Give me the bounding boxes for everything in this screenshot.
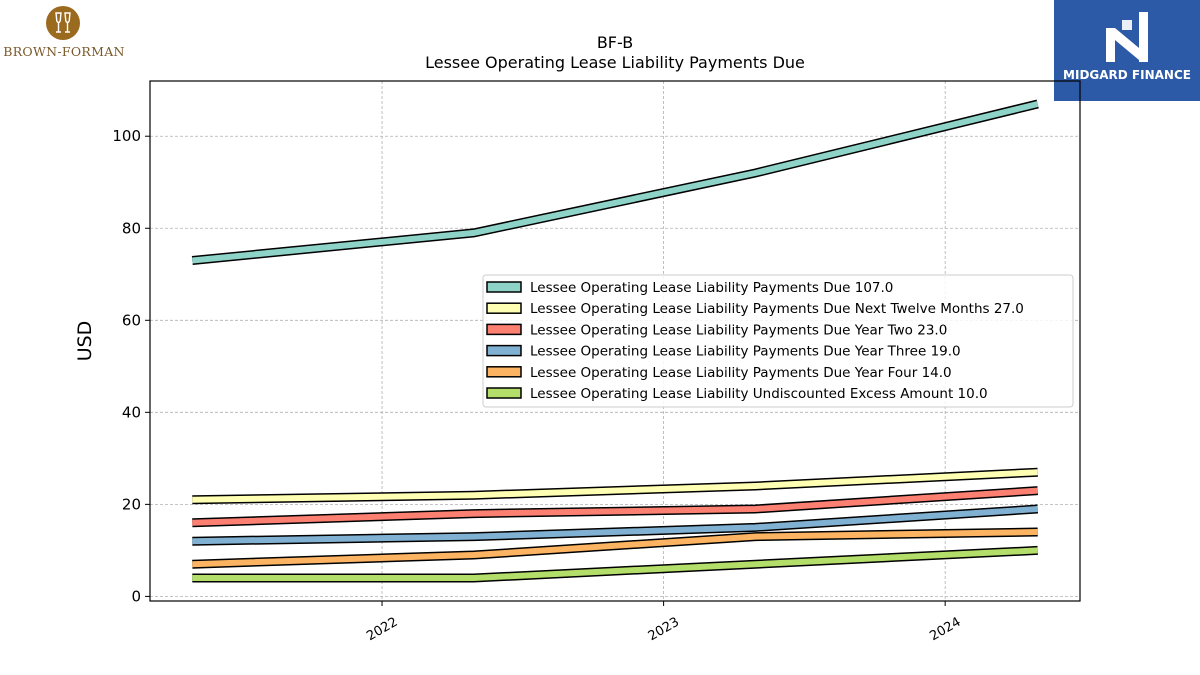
legend-label-3: Lessee Operating Lease Liability Payment…	[530, 322, 947, 338]
series-line-outline-1	[191, 99, 1039, 265]
legend-label-5: Lessee Operating Lease Liability Payment…	[530, 365, 952, 381]
series-line-2	[192, 469, 1038, 503]
brown-forman-emblem-icon	[46, 6, 80, 40]
legend-swatch-6	[486, 387, 522, 399]
midgard-finance-emblem-icon	[1106, 12, 1148, 62]
legend-swatch-1	[486, 281, 522, 293]
y-tick-label: 100	[112, 127, 141, 145]
series-line-6	[192, 547, 1038, 581]
plot-frame	[149, 80, 1081, 602]
y-tick-label: 40	[122, 403, 141, 421]
y-tick-label: 80	[122, 219, 141, 237]
y-tick-label: 0	[131, 587, 141, 605]
brown-forman-logo: BROWN-FORMAN	[0, 0, 128, 64]
x-tick-label: 2024	[927, 615, 963, 645]
series-line-3	[192, 487, 1038, 526]
series-line-1	[192, 101, 1039, 264]
midgard-finance-logo: MIDGARD FINANCE	[1054, 0, 1200, 101]
legend-box	[482, 274, 1074, 408]
y-tick-label: 60	[122, 311, 141, 329]
midgard-finance-wordmark: MIDGARD FINANCE	[1063, 68, 1191, 82]
x-tick-label: 2023	[646, 615, 682, 645]
legend-label-4: Lessee Operating Lease Liability Payment…	[530, 344, 961, 360]
series-line-5	[192, 529, 1038, 568]
legend-label-1: Lessee Operating Lease Liability Payment…	[530, 280, 893, 296]
series-line-4	[192, 506, 1038, 545]
legend-swatch-2	[486, 302, 522, 314]
legend-swatch-3	[486, 323, 522, 336]
legend-swatch-4	[486, 344, 522, 357]
brown-forman-wordmark: BROWN-FORMAN	[3, 44, 125, 59]
legend-label-6: Lessee Operating Lease Liability Undisco…	[530, 386, 988, 402]
x-axis-ticks: 2022 2023 2024	[364, 601, 963, 644]
y-axis-label: USD	[74, 321, 96, 362]
legend-label-2: Lessee Operating Lease Liability Payment…	[530, 301, 1024, 317]
y-tick-label: 20	[122, 495, 141, 513]
legend: Lessee Operating Lease Liability Payment…	[482, 274, 1074, 408]
series-lines	[191, 99, 1039, 583]
legend-swatch-5	[486, 366, 522, 378]
x-tick-label: 2022	[364, 615, 400, 645]
y-axis-ticks: 0 20 40 60 80 100	[112, 127, 150, 605]
chart-subtitle: Lessee Operating Lease Liability Payment…	[425, 53, 805, 72]
chart-title: BF-B	[597, 33, 633, 52]
